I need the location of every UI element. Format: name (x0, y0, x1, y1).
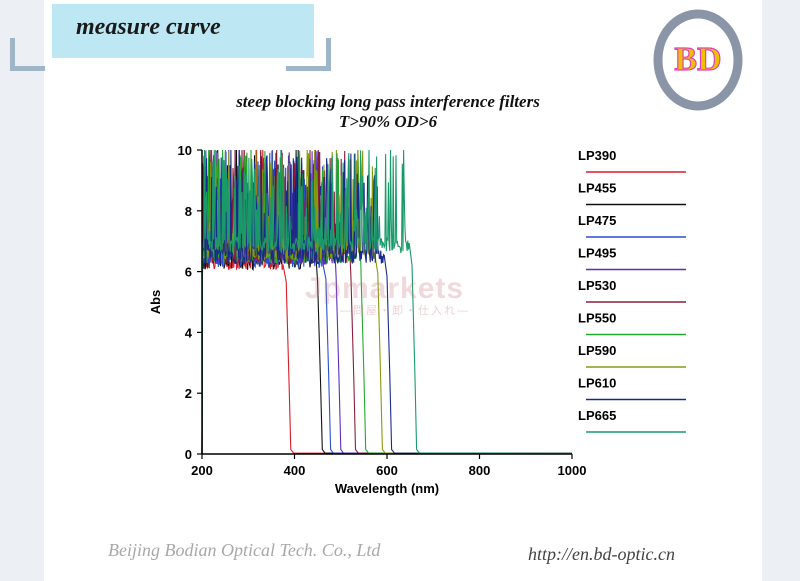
legend-label-lp590: LP590 (578, 343, 616, 358)
bd-logo: BD (653, 9, 743, 111)
legend-label-lp530: LP530 (578, 278, 616, 293)
y-axis-label: Abs (148, 290, 163, 315)
left-frame (0, 0, 44, 581)
company-url[interactable]: http://en.bd-optic.cn (528, 544, 675, 564)
logo-text: BD (674, 41, 721, 78)
x-tick-label: 400 (284, 463, 306, 478)
page-title: measure curve (76, 14, 221, 40)
legend-label-lp665: LP665 (578, 408, 616, 423)
legend-label-lp475: LP475 (578, 213, 616, 228)
header-bracket-right (286, 38, 331, 71)
y-tick-label: 6 (185, 265, 192, 280)
header-bracket-left (10, 38, 45, 71)
legend-label-lp610: LP610 (578, 376, 616, 391)
x-tick-label: 1000 (558, 463, 587, 478)
logo-ring (653, 9, 743, 111)
x-tick-label: 600 (376, 463, 398, 478)
y-tick-label: 4 (185, 325, 193, 340)
watermark-subtitle: —問屋・卸・仕入れ— (340, 305, 470, 317)
series-line-lp610 (201, 149, 573, 455)
company-name: Beijing Bodian Optical Tech. Co., Ltd (108, 540, 381, 560)
legend-label-lp495: LP495 (578, 246, 616, 261)
y-tick-label: 8 (185, 204, 192, 219)
chart: 200 400 600 800 1000 0 2 4 6 8 10 Wavelength (nm) Ab… (148, 143, 587, 496)
x-tick-label: 800 (469, 463, 491, 478)
header-banner (52, 4, 314, 58)
chart-title-block: steep blocking long pass interference fi… (150, 92, 626, 132)
y-tick-label: 2 (185, 386, 192, 401)
legend-label-lp550: LP550 (578, 311, 616, 326)
chart-subtitle: T>90% OD>6 (338, 112, 438, 131)
x-tick-label: 200 (191, 463, 213, 478)
x-axis-label: Wavelength (nm) (335, 481, 439, 496)
y-tick-label: 0 (185, 447, 192, 462)
chart-title: steep blocking long pass interference fi… (236, 92, 540, 111)
watermark: Jpmarkets (305, 272, 465, 305)
legend-label-lp455: LP455 (578, 181, 616, 196)
y-tick-label: 10 (178, 143, 192, 158)
legend-label-lp390: LP390 (578, 148, 616, 163)
right-frame (762, 0, 800, 581)
legend: LP390 LP455 LP475 LP495 LP530 LP550 LP590 LP610… (578, 148, 686, 433)
series-line-lp665 (201, 149, 573, 455)
